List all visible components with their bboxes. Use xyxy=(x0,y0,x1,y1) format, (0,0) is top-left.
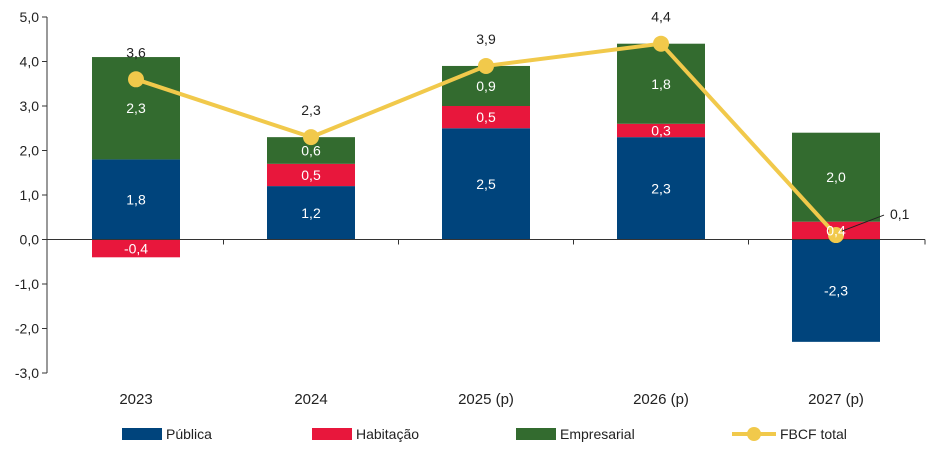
y-tick-label-7: -2,0 xyxy=(15,321,39,337)
data-label-habitação-3: 0,3 xyxy=(651,122,671,138)
legend-label-1: Habitação xyxy=(356,426,419,442)
y-tick-label-5: 0,0 xyxy=(20,232,40,248)
x-category-label-1: 2024 xyxy=(294,391,327,408)
legend-swatch-1 xyxy=(312,428,352,440)
bars-layer xyxy=(92,43,880,342)
legend-label-3: FBCF total xyxy=(780,426,847,442)
total-label-2: 3,9 xyxy=(476,31,496,47)
y-tick-label-8: -3,0 xyxy=(15,365,39,381)
line-point-2 xyxy=(478,57,494,74)
x-category-label-3: 2026 (p) xyxy=(633,391,689,408)
legend-label-0: Pública xyxy=(166,426,212,442)
line-point-3 xyxy=(653,35,669,52)
data-label-empresarial-1: 0,6 xyxy=(301,143,321,159)
data-label-pública-0: 1,8 xyxy=(126,191,146,207)
data-label-empresarial-2: 0,9 xyxy=(476,78,496,94)
data-label-pública-3: 2,3 xyxy=(651,180,671,196)
y-tick-label-6: -1,0 xyxy=(15,276,39,292)
y-tick-label-1: 4,0 xyxy=(20,54,40,70)
legend: Pública Habitação Empresarial FBCF total xyxy=(122,426,847,442)
total-label-0: 3,6 xyxy=(126,44,146,60)
legend-label-2: Empresarial xyxy=(560,426,635,442)
data-label-habitação-1: 0,5 xyxy=(301,167,321,183)
data-label-habitação-0: -0,4 xyxy=(124,240,148,256)
bar-empresarial-3 xyxy=(617,43,705,124)
y-tick-label-0: 5,0 xyxy=(20,9,40,25)
line-layer xyxy=(128,35,844,244)
x-category-label-4: 2027 (p) xyxy=(808,391,864,408)
total-label-3: 4,4 xyxy=(651,9,671,25)
bar-pública-1 xyxy=(267,186,355,240)
data-label-pública-2: 2,5 xyxy=(476,176,496,192)
y-tick-label-4: 1,0 xyxy=(20,187,40,203)
data-label-habitação-4: 0,4 xyxy=(826,223,846,239)
labels-layer: 1,8 -0,4 2,3 1,2 0,5 0,6 2,5 0,5 0,9 2,3 0,3 1,8 -2,… xyxy=(124,9,910,299)
bar-habitação-3 xyxy=(617,123,705,138)
bar-pública-0 xyxy=(92,159,180,240)
legend-swatch-marker xyxy=(747,427,761,441)
bar-habitação-1 xyxy=(267,163,355,187)
y-tick-label-3: 2,0 xyxy=(20,143,40,159)
y-tick-label-2: 3,0 xyxy=(20,98,40,114)
data-label-habitação-2: 0,5 xyxy=(476,109,496,125)
data-label-empresarial-3: 1,8 xyxy=(651,76,671,92)
bar-habitação-2 xyxy=(442,106,530,129)
legend-swatch-0 xyxy=(122,428,162,440)
bar-habitação-0 xyxy=(92,239,180,258)
bar-pública-3 xyxy=(617,137,705,240)
x-category-label-2: 2025 (p) xyxy=(458,391,514,408)
data-label-empresarial-4: 2,0 xyxy=(826,169,846,185)
bar-empresarial-4 xyxy=(792,132,880,222)
line-point-4 xyxy=(828,227,844,244)
data-label-pública-1: 1,2 xyxy=(301,205,321,221)
total-label-1: 2,3 xyxy=(301,102,321,118)
data-label-empresarial-0: 2,3 xyxy=(126,100,146,116)
data-label-pública-4: -2,3 xyxy=(824,283,848,299)
bar-pública-4 xyxy=(792,239,880,342)
axes-layer: 5,0 4,0 3,0 2,0 1,0 0,0 -1,0 -2,0 -3,0 2023 2024 20… xyxy=(15,9,926,408)
line-point-1 xyxy=(303,129,319,146)
total-label-4: 0,1 xyxy=(890,206,910,222)
x-category-label-0: 2023 xyxy=(119,391,152,408)
legend-swatch-2 xyxy=(516,428,556,440)
line-point-0 xyxy=(128,71,144,88)
total-label-leader-4 xyxy=(841,214,885,232)
bar-pública-2 xyxy=(442,128,530,240)
